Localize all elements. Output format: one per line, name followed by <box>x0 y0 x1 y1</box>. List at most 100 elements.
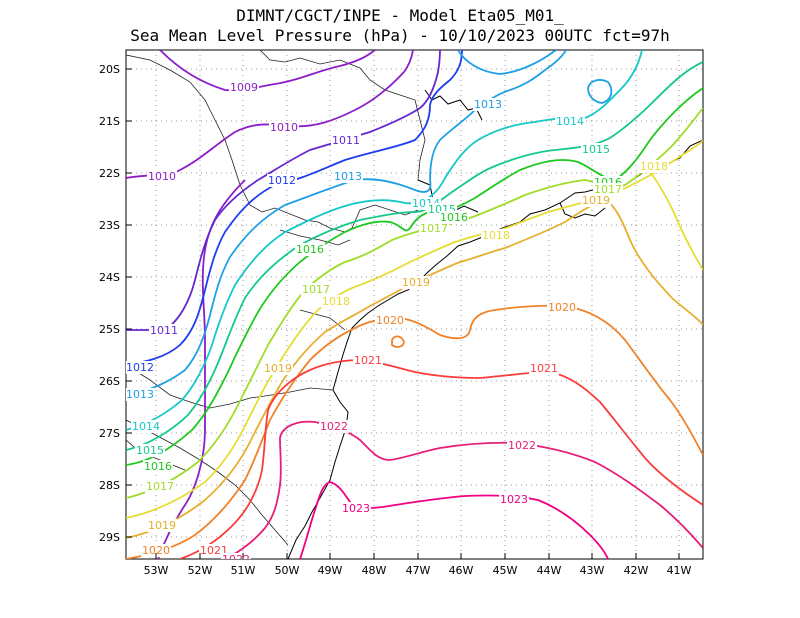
contour-label-halo <box>263 362 293 375</box>
lon-label: 51W <box>231 564 256 577</box>
contour-label-halo <box>473 98 503 111</box>
isobar-1009 <box>159 50 376 92</box>
contour-label: 1012 <box>268 174 296 187</box>
contour-label-halo <box>131 420 161 433</box>
contour-label-halo <box>529 362 559 375</box>
isobars <box>126 50 703 559</box>
contour-label: 1019 <box>582 194 610 207</box>
gridlines <box>126 50 703 559</box>
map-title-line1: DIMNT/CGCT/INPE - Model Eta05_M01_ <box>236 6 564 25</box>
contour-label-halo <box>555 115 585 128</box>
isobar-1013c <box>587 79 613 104</box>
contour-label: 1017 <box>420 222 448 235</box>
lon-label: 45W <box>493 564 518 577</box>
contour-label-halo <box>267 174 297 187</box>
contour-label-halo <box>301 283 331 296</box>
contour-label: 1023 <box>500 493 528 506</box>
contour-label: 1016 <box>296 243 324 256</box>
contour-label-halo <box>269 121 299 134</box>
contour-label: 1018 <box>322 295 350 308</box>
contour-label: 1015 <box>136 444 164 457</box>
contour-label: 1017 <box>302 283 330 296</box>
isobar-1022 <box>224 420 703 559</box>
contour-label-halo <box>593 183 623 196</box>
contour-label-halo <box>401 276 431 289</box>
contour-label: 1016 <box>144 460 172 473</box>
contour-label: 1018 <box>640 160 668 173</box>
lat-label: 26S <box>99 375 120 388</box>
lat-label: 20S <box>99 63 120 76</box>
contour-label: 1019 <box>148 519 176 532</box>
contour-label: 1022 <box>222 553 250 566</box>
contour-label-halo <box>321 295 351 308</box>
contour-label-halo <box>341 502 371 515</box>
contour-label: 1017 <box>594 183 622 196</box>
contour-label-halo <box>499 493 529 506</box>
contour-label-halo <box>581 143 611 156</box>
lat-label: 25S <box>99 323 120 336</box>
lat-label: 21S <box>99 115 120 128</box>
contour-label-halo <box>221 553 251 559</box>
contour-label-halo <box>319 420 349 433</box>
contour-label-halo <box>639 160 669 173</box>
contour-label: 1017 <box>146 480 174 493</box>
contour-label-halo <box>295 243 325 256</box>
contour-label: 1013 <box>474 98 502 111</box>
contour-label: 1018 <box>482 229 510 242</box>
lon-label: 44W <box>537 564 562 577</box>
contour-label-halo <box>481 229 511 242</box>
contour-label: 1011 <box>150 324 178 337</box>
contour-label: 1019 <box>402 276 430 289</box>
tick-marks <box>126 68 680 559</box>
contour-label: 1022 <box>508 439 536 452</box>
contour-label-halo <box>141 544 171 557</box>
isobar-1015 <box>126 61 703 451</box>
lat-label: 22S <box>99 167 120 180</box>
isobar-1020 <box>126 304 703 559</box>
lon-label: 42W <box>624 564 649 577</box>
contour-label: 1020 <box>548 301 576 314</box>
contour-label-halo <box>126 388 155 401</box>
map-title-line2: Sea Mean Level Pressure (hPa) - 10/10/20… <box>130 26 670 45</box>
contour-label-halo <box>229 81 259 94</box>
contour-label-halo <box>581 194 611 207</box>
contour-label-halo <box>135 444 165 457</box>
contour-label: 1011 <box>332 134 360 147</box>
isobar-1018b <box>649 171 703 271</box>
isobar-1013 <box>126 50 567 396</box>
state-borders <box>126 50 426 546</box>
lon-label: 48W <box>362 564 387 577</box>
contour-label: 1013 <box>126 388 154 401</box>
contour-label-halo <box>439 211 469 224</box>
contour-label: 1015 <box>582 143 610 156</box>
contour-label: 1020 <box>376 314 404 327</box>
contour-label: 1021 <box>530 362 558 375</box>
contour-label: 1020 <box>142 544 170 557</box>
lon-label: 41W <box>667 564 692 577</box>
contour-label-halo <box>147 519 177 532</box>
contour-label: 1013 <box>334 170 362 183</box>
contour-label-halo <box>353 354 383 367</box>
lat-label: 29S <box>99 531 120 544</box>
contour-label-halo <box>147 170 177 183</box>
lat-labels: 20S 21S 22S 23S 24S 25S 26S 27S 28S 29S <box>99 63 120 544</box>
contour-label-halo <box>149 324 179 337</box>
contour-label-halo <box>331 134 361 147</box>
contour-label: 1019 <box>264 362 292 375</box>
contour-label-halo <box>143 460 173 473</box>
isobar-1019 <box>126 199 703 539</box>
contour-label: 1016 <box>440 211 468 224</box>
contour-label-halo <box>547 301 577 314</box>
contour-label: 1010 <box>270 121 298 134</box>
contour-label: 1010 <box>148 170 176 183</box>
contour-label-halo <box>419 222 449 235</box>
contour-label: 1021 <box>354 354 382 367</box>
contour-label-halo <box>507 439 537 452</box>
lon-label: 50W <box>275 564 300 577</box>
contour-label: 1012 <box>126 361 154 374</box>
contour-label-halo <box>375 314 405 327</box>
isobar-1018 <box>126 139 703 519</box>
contour-labels: 1009 1010 1010 1011 1011 1012 1012 1013 … <box>126 81 669 566</box>
lon-label: 47W <box>406 564 431 577</box>
